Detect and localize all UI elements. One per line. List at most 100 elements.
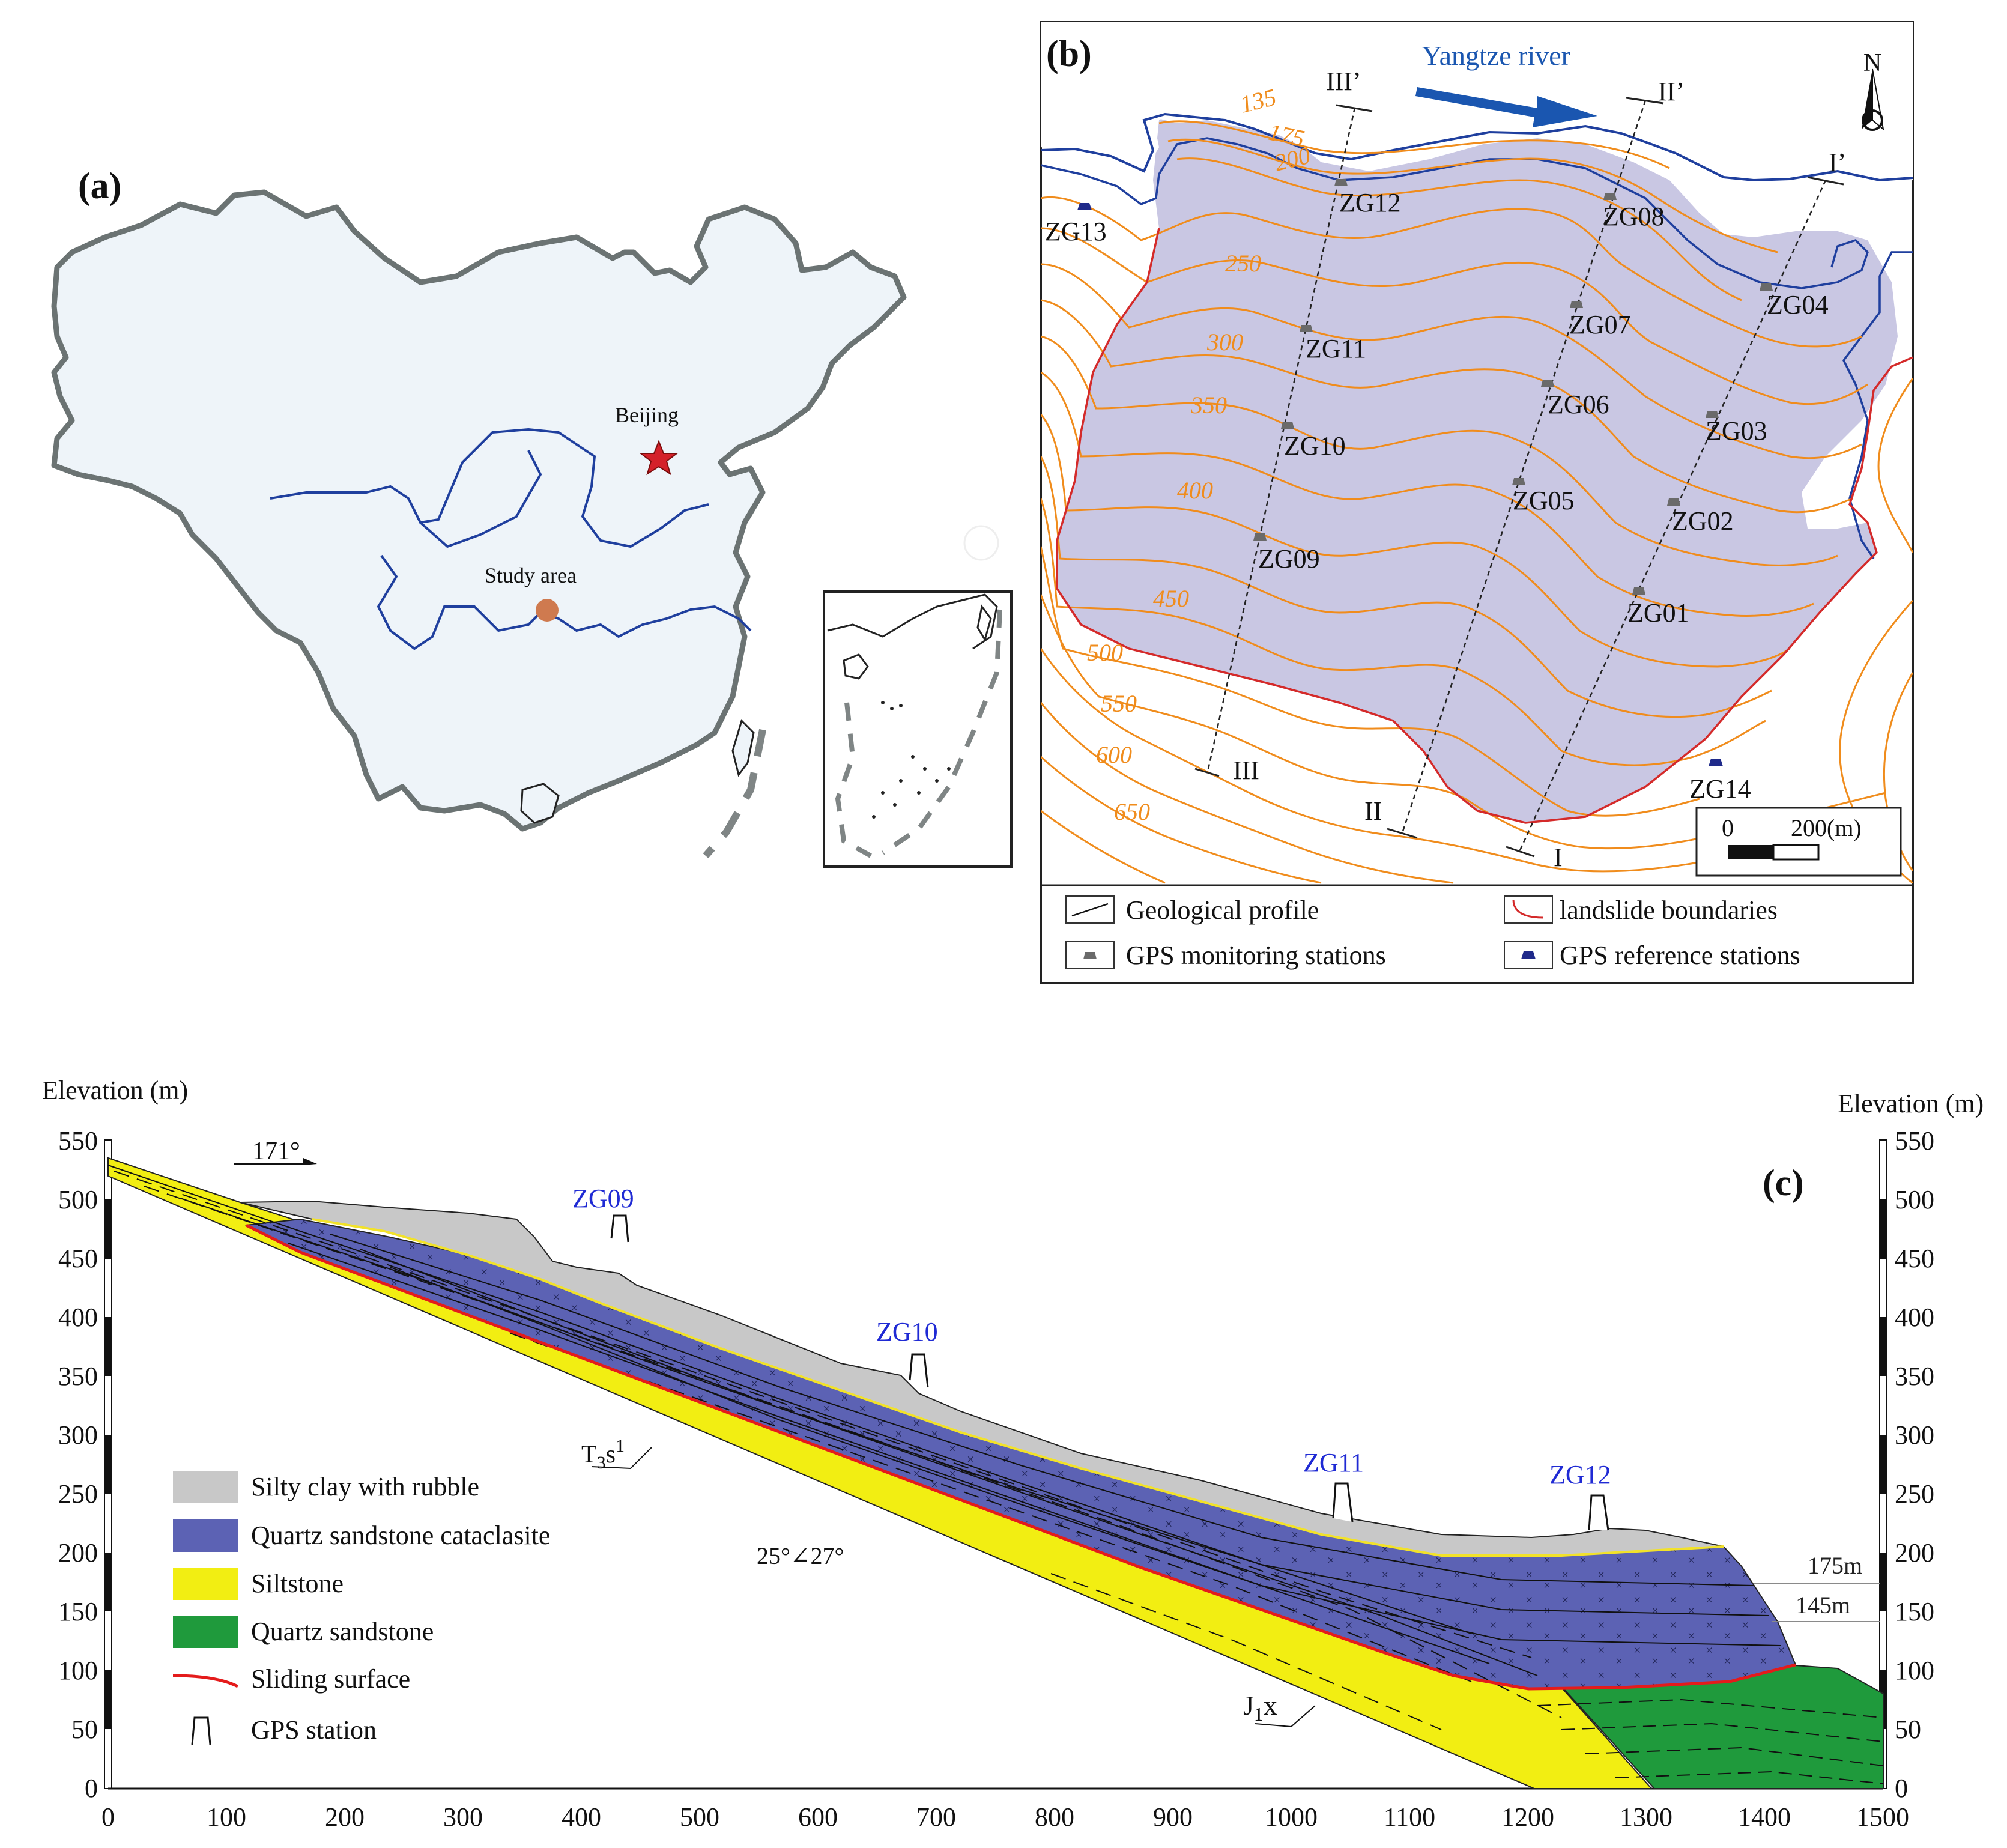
y-tick-left-0: 0 [85,1774,98,1803]
elevation-bar-blocks [104,1199,1887,1729]
y-axis-title-left: Elevation (m) [42,1076,188,1105]
beijing-star-icon [639,440,679,476]
panel-b: 135 175 200 250 300 350 400 450 500 550 … [1040,21,1914,984]
station-ZG09: ZG09 [1253,533,1320,574]
x-tick-200: 200 [325,1802,365,1832]
profile-III-label: III [1233,756,1259,785]
x-tick-600: 600 [798,1802,838,1832]
y-tick-left-100: 100 [58,1656,98,1685]
cataclasite-bedding [330,1234,1781,1646]
profile-II-end-label: II’ [1658,77,1685,106]
profile-I-end-label: I’ [1829,148,1846,177]
legend-swatch-cataclasite [173,1519,238,1552]
legend-monitoring-icon [1083,952,1097,959]
scale-zero: 0 [1722,814,1734,841]
contour-label-250: 250 [1225,250,1261,277]
river-bank-line [1041,112,1913,182]
y-tick-left-250: 250 [58,1479,98,1509]
siltstone-bedding [107,1165,1538,1676]
contour-lines [1041,120,1913,884]
svg-text:ZG06: ZG06 [1548,390,1609,419]
river-flow-arrow [1415,87,1597,127]
y-tick-left-50: 50 [71,1715,98,1744]
legend-gps-monitoring: GPS monitoring stations [1126,941,1386,970]
panel-c-label: (c) [1763,1163,1804,1204]
x-tick-0: 0 [101,1802,115,1832]
profile-II-label: II [1364,796,1382,826]
y-tick-right-500: 500 [1895,1185,1934,1214]
formation-J1x: J1x [1243,1690,1316,1728]
gps-station-ZG12-icon [1588,1494,1609,1531]
station-ZG14: ZG14 [1689,759,1751,804]
panel-a: Beijing Study area (a) [51,166,1013,868]
panel-c-legend: Silty clay with rubble Quartz sandstone … [172,1471,550,1745]
y-tick-right-350: 350 [1895,1362,1934,1391]
x-tick-1000: 1000 [1265,1802,1318,1832]
quartz-sandstone-bedding [1537,1698,1884,1784]
legend-landslide-boundaries: landslide boundaries [1560,895,1778,925]
inset-islets [872,701,951,819]
water-level-145: 145m [1796,1592,1850,1619]
legend-cataclasite: Quartz sandstone cataclasite [251,1521,550,1550]
dip-label: 25°∠27° [757,1542,844,1569]
contour-label-450: 450 [1153,585,1189,612]
x-tick-700: 700 [916,1802,956,1832]
station-ZG07: ZG07 [1569,301,1631,339]
contour-label-550: 550 [1101,690,1137,717]
y-axis-title-right: Elevation (m) [1838,1089,1984,1118]
svg-text:ZG01: ZG01 [1627,598,1689,628]
profile-labels: I I’ II II’ III III’ [1233,67,1846,872]
north-label: N [1863,49,1881,77]
legend-gps-reference: GPS reference stations [1560,941,1800,970]
profile-label-ZG12: ZG12 [1549,1460,1611,1489]
y-tick-left-450: 450 [58,1244,98,1273]
svg-text:ZG12: ZG12 [1339,188,1401,217]
profile-lines [1206,100,1827,852]
station-ZG02: ZG02 [1667,498,1734,536]
river-label: Yangtze river [1422,40,1570,71]
legend-swatch-silty-clay [173,1471,238,1503]
yellow-river-line [270,428,709,548]
profile-label-ZG09: ZG09 [572,1184,634,1213]
y-tick-left-350: 350 [58,1362,98,1391]
x-tick-1200: 1200 [1501,1802,1554,1832]
legend-swatch-siltstone [173,1568,238,1600]
study-area-label: Study area [485,563,577,587]
profile-I-label: I [1554,843,1563,872]
y-tick-right-150: 150 [1895,1597,1934,1626]
y-tick-right-0: 0 [1895,1774,1908,1803]
contour-label-500: 500 [1087,639,1123,666]
station-ZG12: ZG12 [1334,179,1401,217]
panel-a-label: (a) [78,166,121,207]
sliding-surface [245,1223,1796,1691]
cataclasite-top-line [312,1218,1724,1557]
legend-sliding-surface: Sliding surface [251,1664,410,1694]
svg-text:ZG11: ZG11 [1306,334,1366,363]
inset-dashed-line [881,609,1002,855]
legend-geological-profile: Geological profile [1126,895,1319,925]
x-tick-400: 400 [562,1802,601,1832]
x-tick-1400: 1400 [1738,1802,1791,1832]
inset-dashed-line-west [835,702,872,858]
legend-siltstone: Siltstone [251,1569,344,1598]
y-tick-left-500: 500 [58,1185,98,1214]
station-ZG01: ZG01 [1627,587,1689,628]
profile-label-ZG11: ZG11 [1303,1448,1364,1477]
gps-station-ZG09-icon [610,1214,629,1243]
x-tick-1300: 1300 [1620,1802,1672,1832]
y-tick-right-300: 300 [1895,1420,1934,1450]
svg-text:ZG02: ZG02 [1672,506,1734,536]
y-tick-right-250: 250 [1895,1479,1934,1509]
scale-distance: 200(m) [1791,814,1862,841]
yellow-river-loop [419,450,542,548]
station-ZG05: ZG05 [1512,478,1575,515]
scale-bar: 0 200(m) [1695,807,1902,877]
contour-label-300: 300 [1206,329,1243,356]
x-tick-100: 100 [207,1802,246,1832]
contour-label-400: 400 [1177,477,1213,504]
y-tick-right-400: 400 [1895,1303,1934,1332]
legend-sliding-surface-symbol [172,1674,239,1688]
svg-text:ZG14: ZG14 [1689,774,1751,804]
faint-circle [963,525,999,561]
station-ZG04: ZG04 [1760,283,1829,320]
